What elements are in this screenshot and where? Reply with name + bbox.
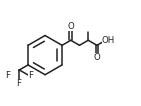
Text: O: O xyxy=(67,22,74,31)
Text: F: F xyxy=(16,79,21,88)
Text: F: F xyxy=(5,71,10,80)
Text: O: O xyxy=(93,53,100,62)
Text: OH: OH xyxy=(102,36,115,45)
Text: F: F xyxy=(28,71,33,80)
